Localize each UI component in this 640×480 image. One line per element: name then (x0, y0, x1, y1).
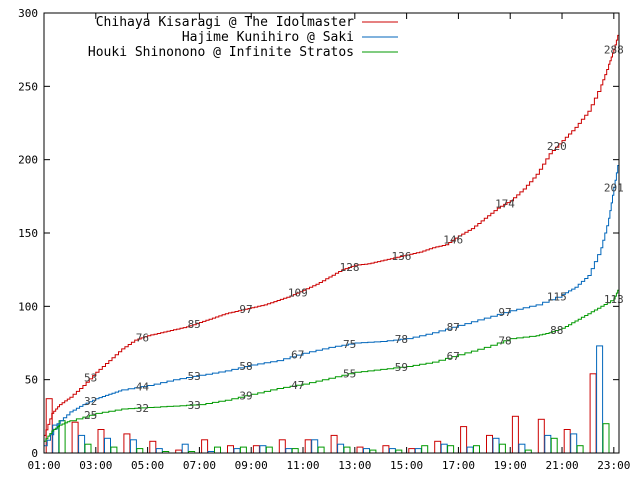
data-label-0-7: 146 (443, 234, 463, 247)
x-tick-label-2: 05:00 (131, 459, 164, 472)
data-labels: 53 76 85 97 109 128 136 146 174 220 288 32 44 53 58 67 7… (84, 44, 624, 422)
data-label-1-7: 87 (447, 321, 460, 334)
series-line-1 (44, 158, 620, 447)
x-tick-label-10: 21:00 (545, 459, 578, 472)
data-label-0-0: 53 (84, 372, 97, 385)
axes: 0 50 100 150 200 250 300 01:00 03:00 05:00 07:00 09… (18, 7, 630, 472)
data-label-1-8: 97 (498, 306, 511, 319)
x-tick-label-7: 15:00 (390, 459, 423, 472)
data-label-2-8: 78 (498, 334, 511, 347)
data-label-0-6: 136 (391, 250, 411, 263)
legend-label-1: Hajime Kunihiro @ Saki (182, 30, 354, 45)
y-tick-label-4: 200 (18, 154, 38, 167)
x-tick-label-8: 17:00 (442, 459, 475, 472)
y-tick-label-6: 300 (18, 7, 38, 20)
data-label-0-2: 85 (188, 318, 201, 331)
y-tick-label-0: 0 (31, 447, 38, 460)
x-tick-label-5: 11:00 (286, 459, 319, 472)
data-label-1-5: 75 (343, 338, 356, 351)
x-tick-label-11: 23:00 (597, 459, 630, 472)
data-label-1-2: 53 (188, 370, 201, 383)
data-label-2-10: 113 (604, 293, 624, 306)
data-label-1-3: 58 (239, 360, 252, 373)
data-label-0-9: 220 (547, 140, 567, 153)
legend-label-2: Houki Shinonono @ Infinite Stratos (88, 45, 354, 60)
data-label-2-6: 59 (395, 361, 408, 374)
x-tick-label-0: 01:00 (27, 459, 60, 472)
data-label-2-4: 47 (291, 379, 304, 392)
cumulative-lines (44, 30, 620, 447)
data-label-2-3: 39 (239, 390, 252, 403)
x-tick-label-4: 09:00 (235, 459, 268, 472)
y-tick-label-2: 100 (18, 300, 38, 313)
x-tick-label-1: 03:00 (79, 459, 112, 472)
data-label-1-6: 78 (395, 333, 408, 346)
data-label-0-8: 174 (495, 198, 515, 211)
data-label-1-9: 115 (547, 291, 567, 304)
data-label-2-1: 32 (136, 402, 149, 415)
data-label-1-0: 32 (84, 395, 97, 408)
data-label-0-1: 76 (136, 331, 149, 344)
y-tick-label-3: 150 (18, 227, 38, 240)
x-tick-label-9: 19:00 (494, 459, 527, 472)
data-label-2-7: 67 (447, 350, 460, 363)
data-label-2-9: 88 (550, 324, 563, 337)
series-line-2 (44, 287, 620, 442)
data-label-1-10: 201 (604, 182, 624, 195)
data-label-1-1: 44 (136, 380, 150, 393)
data-label-2-2: 33 (188, 399, 201, 412)
x-tick-label-3: 07:00 (183, 459, 216, 472)
data-label-0-10: 288 (604, 44, 624, 57)
data-label-1-4: 67 (291, 349, 304, 362)
y-tick-label-5: 250 (18, 80, 38, 93)
legend-label-0: Chihaya Kisaragi @ The Idolmaster (96, 15, 354, 30)
data-label-2-5: 55 (343, 368, 356, 381)
data-label-0-3: 97 (239, 303, 252, 316)
data-label-0-5: 128 (340, 261, 360, 274)
x-tick-label-6: 13:00 (338, 459, 371, 472)
data-label-2-0: 25 (84, 409, 97, 422)
legend: Chihaya Kisaragi @ The IdolmasterHajime … (88, 15, 398, 60)
series-line-0 (44, 30, 620, 436)
y-tick-label-1: 50 (25, 374, 38, 387)
data-label-0-4: 109 (288, 287, 308, 300)
